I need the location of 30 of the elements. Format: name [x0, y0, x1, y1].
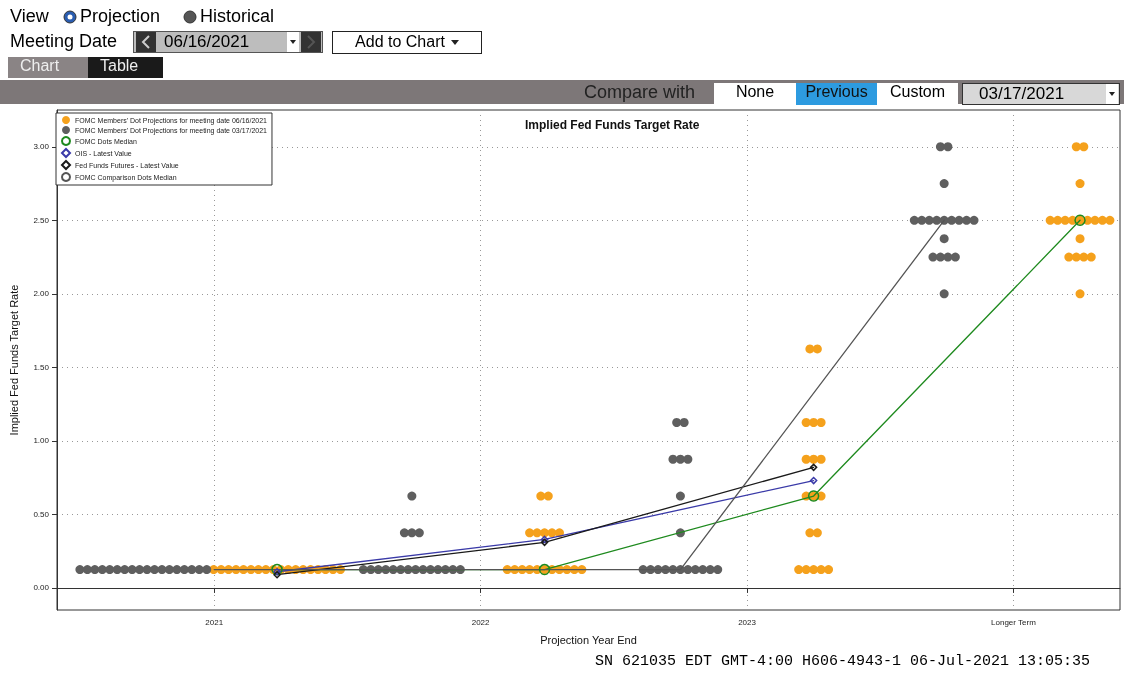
x-tick-label: Longer Term: [991, 617, 1037, 627]
y-tick-label: 0.50: [33, 509, 50, 519]
text: Custom: [877, 83, 958, 105]
text: Projection: [79, 6, 161, 27]
text: Compare with: [584, 82, 696, 103]
point: [809, 463, 818, 472]
x-tick-label: 2022: [471, 617, 491, 627]
text: Historical: [199, 6, 275, 27]
text: 06/16/2021: [133, 31, 323, 53]
text: 03/17/2021: [962, 83, 1120, 105]
y-tick-label: 3.00: [33, 142, 50, 152]
text: Implied Fed Funds Target Rate: [525, 118, 700, 132]
y-tick-label: 0.00: [33, 583, 50, 593]
text: Table: [88, 57, 163, 78]
y-tick-label: 1.50: [33, 362, 50, 372]
text: View: [10, 6, 49, 27]
text: SN 621035 EDT GMT-4:00 H606-4943-1 06-Jul-2021 13:05:35: [595, 653, 1091, 670]
x-axis-title: Projection Year End: [540, 633, 637, 646]
y-tick-label: 2.50: [33, 215, 50, 225]
text: Add to Chart: [332, 31, 482, 54]
point: [809, 476, 818, 485]
y-tick-label: 1.00: [33, 436, 50, 446]
y-tick-label: 2.00: [33, 289, 50, 299]
text: None: [714, 83, 796, 105]
text: Chart: [8, 57, 88, 78]
x-tick-label: 2023: [738, 617, 757, 627]
x-tick-label: 2021: [205, 617, 224, 627]
text: Previous: [796, 83, 877, 105]
text: Meeting Date: [10, 31, 118, 52]
y-axis-title: Implied Fed Funds Target Rate: [7, 284, 20, 436]
